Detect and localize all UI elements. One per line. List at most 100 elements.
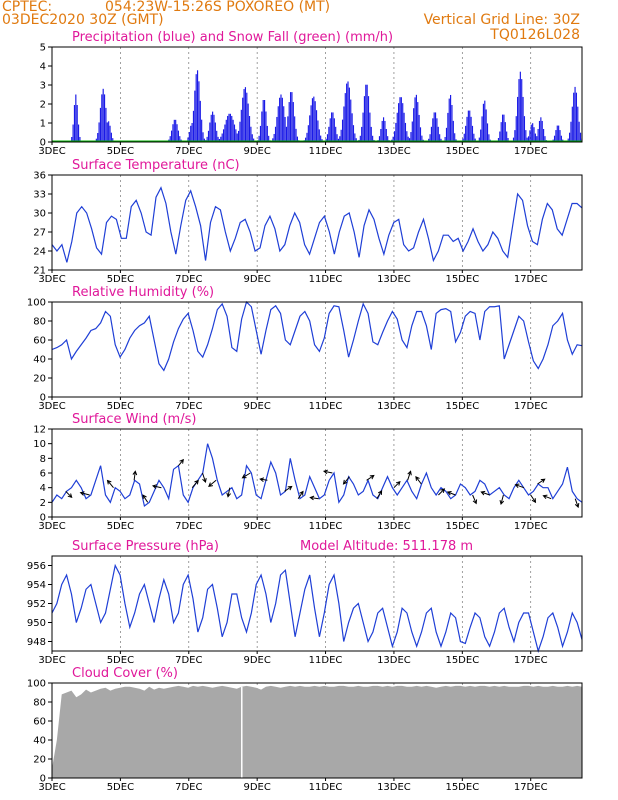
- precip-bar: [248, 116, 251, 142]
- y-tick-label: 948: [27, 637, 46, 648]
- precip-bar: [474, 138, 476, 142]
- precip-bar: [525, 130, 527, 142]
- precip-bar: [437, 126, 439, 142]
- panel-frame: [51, 428, 583, 518]
- precip-bar: [471, 125, 474, 142]
- precip-bar: [469, 110, 471, 142]
- wind-vector: [79, 491, 90, 496]
- wind-vector: [366, 474, 375, 481]
- precip-bar: [541, 120, 543, 142]
- wind-vector: [342, 476, 350, 485]
- y-tick-label: 4: [40, 62, 46, 73]
- x-tick-label: 3DEC: [38, 274, 65, 285]
- y-tick-label: 0: [40, 774, 46, 785]
- x-tick-label: 17DEC: [514, 274, 548, 285]
- precip-bar: [575, 92, 578, 142]
- precip-bar: [232, 119, 234, 142]
- precip-bar: [385, 128, 387, 142]
- x-tick-label: 11DEC: [309, 521, 343, 532]
- precip-bar: [274, 126, 277, 142]
- x-tick-label: 5DEC: [107, 521, 134, 532]
- precip-bar: [506, 131, 508, 142]
- y-tick-label: 5: [40, 43, 46, 54]
- precip-bar: [429, 134, 431, 142]
- precip-bar: [296, 136, 298, 142]
- precip-bar: [448, 98, 450, 142]
- precip-bar: [207, 130, 210, 142]
- y-tick-label: 40: [33, 355, 46, 366]
- precip-bar: [527, 136, 530, 142]
- precip-bar: [387, 136, 389, 142]
- precip-bar: [251, 134, 253, 142]
- wind-vector: [191, 479, 199, 489]
- precip-bar: [529, 130, 531, 142]
- precip-bar: [214, 122, 216, 142]
- precip-bar: [411, 121, 413, 142]
- precip-bar: [170, 130, 173, 142]
- precip-bar: [481, 116, 483, 142]
- precip-bar: [488, 134, 490, 142]
- precip-bar: [363, 96, 366, 142]
- precip-bar: [190, 125, 192, 142]
- precip-bar: [512, 137, 515, 142]
- precip-bar: [530, 124, 532, 142]
- wind-vector: [537, 478, 546, 485]
- precip-bar: [519, 71, 521, 142]
- precip-bar: [573, 92, 575, 142]
- precip-bar: [325, 138, 327, 142]
- precip-bar: [436, 118, 438, 142]
- header-source: CPTEC:: [2, 0, 52, 15]
- wind-vector: [226, 487, 231, 498]
- precip-bar: [514, 130, 516, 142]
- precip-bar: [344, 93, 346, 142]
- wind-vector: [202, 472, 207, 483]
- wind-line: [51, 443, 583, 508]
- precip-bar: [570, 121, 572, 142]
- y-tick-label: 952: [27, 599, 46, 610]
- precip-bar: [532, 123, 534, 142]
- wind-vector: [376, 489, 383, 499]
- x-tick-label: 9DEC: [243, 521, 270, 532]
- precip-bar: [224, 124, 226, 142]
- precip-bar: [250, 126, 252, 142]
- precip-bar: [313, 96, 315, 142]
- precip-bar: [404, 122, 407, 142]
- panel-frame: [51, 301, 583, 398]
- precip-bar: [243, 89, 245, 142]
- precip-bar: [574, 86, 576, 142]
- precip-bar: [569, 132, 571, 142]
- precip-bar: [103, 94, 106, 142]
- precip-bar: [259, 125, 262, 142]
- precip-bar: [465, 125, 467, 142]
- precip-bar: [95, 138, 97, 142]
- precip-bar: [72, 124, 74, 142]
- precip-bar: [264, 100, 266, 142]
- precip-bar: [98, 122, 100, 142]
- precip-bar: [329, 118, 331, 142]
- precip-bar: [359, 135, 361, 142]
- x-tick-label: 13DEC: [377, 274, 411, 285]
- wind-vector: [208, 479, 217, 487]
- pressure-plot: 948 950 952 954 956 3DEC 5DEC 7DEC 9DEC 11DEC 13DE…: [27, 555, 583, 666]
- precip-bar: [283, 106, 285, 142]
- temperature-plot: 21 24 27 30 33 36 3DEC 5DEC 7DEC 9DEC 11DEC 13DEC 15…: [33, 171, 583, 285]
- precip-bar: [526, 137, 528, 142]
- precip-bar: [533, 127, 535, 142]
- precip-bar: [482, 103, 484, 142]
- precip-bar: [350, 99, 352, 142]
- precip-bar: [75, 94, 77, 142]
- precip-bar: [247, 103, 249, 142]
- precip-bar: [500, 122, 502, 142]
- precip-bar: [314, 101, 316, 142]
- precip-bar: [432, 118, 434, 142]
- x-tick-label: 5DEC: [107, 401, 134, 412]
- precip-panel: Precipitation (blue) and Snow Fall (gree…: [38, 30, 583, 157]
- header-location: 054:23W-15:26S POXOREO (MT): [105, 0, 330, 15]
- humidity-title: Relative Humidity (%): [72, 285, 214, 300]
- precip-bar: [452, 120, 454, 142]
- x-tick-label: 5DEC: [107, 274, 134, 285]
- precip-bar: [419, 127, 422, 142]
- x-tick-label: 17DEC: [514, 782, 548, 793]
- precip-bar: [276, 116, 278, 142]
- precip-bar: [543, 128, 545, 142]
